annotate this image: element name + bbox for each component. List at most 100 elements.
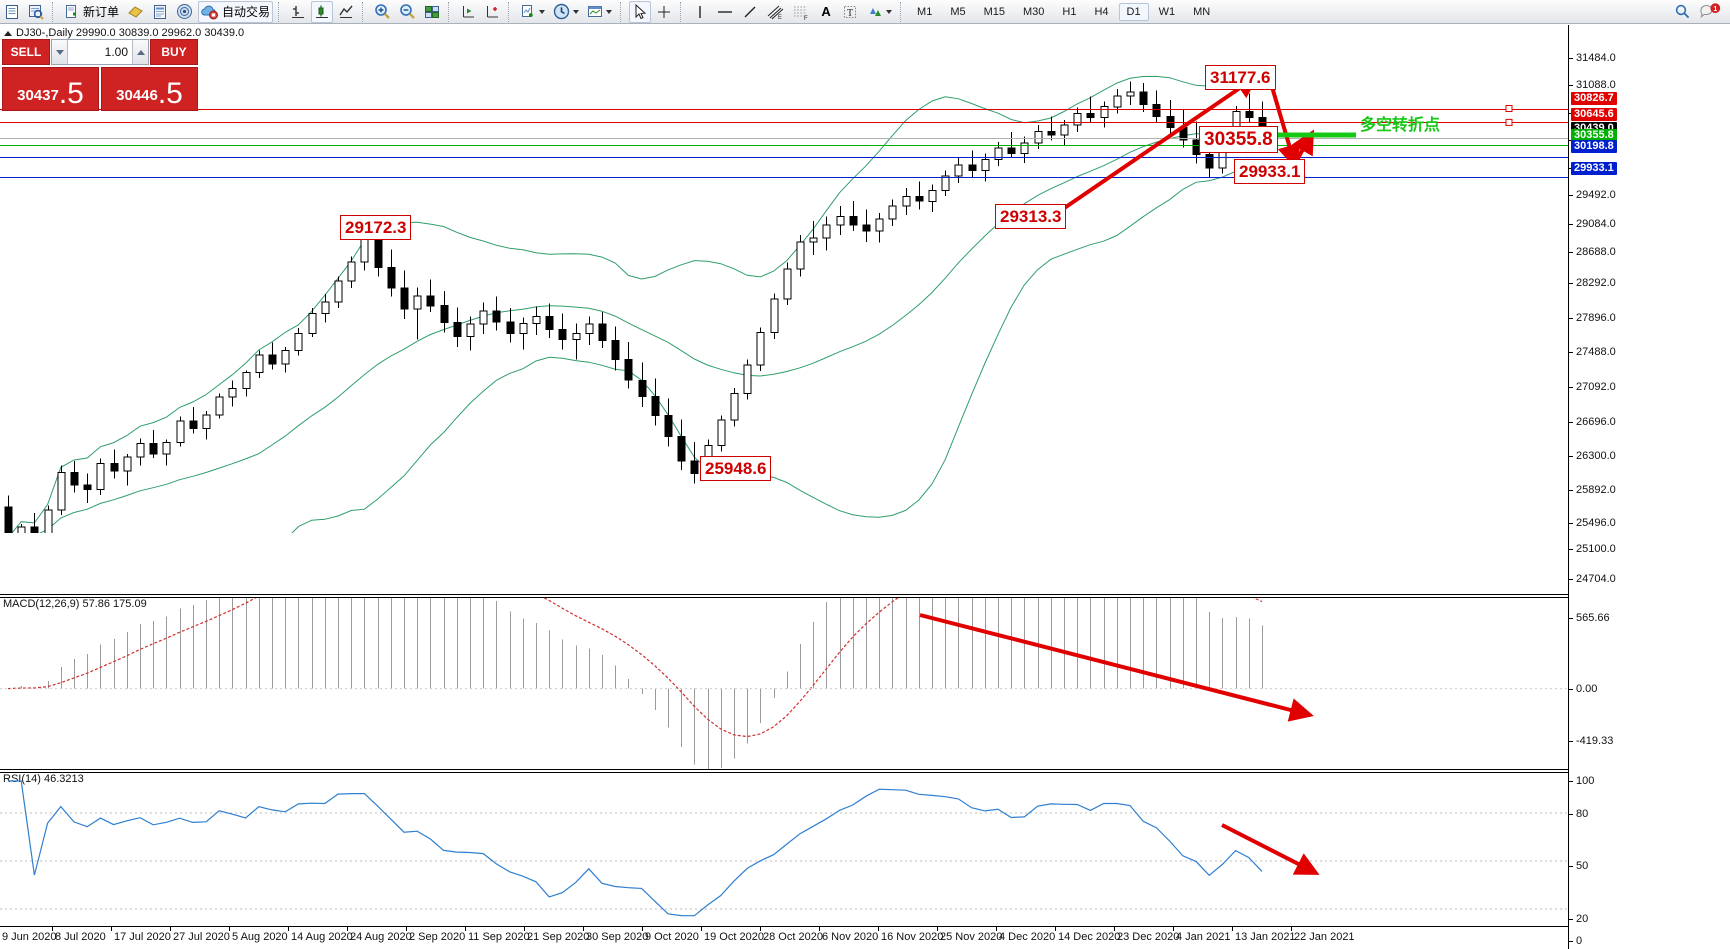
anno-cn-turning-point[interactable]: 多空转折点 [1360,115,1441,134]
candle [334,276,343,308]
buy-price-button[interactable]: 30446.5 [101,67,198,111]
timeframe-d1[interactable]: D1 [1118,2,1149,21]
timeframe-h1[interactable]: H1 [1062,5,1077,18]
text-tool-icon[interactable]: A [821,4,831,19]
one-click-trading-panel[interactable]: SELL 1.00 BUY 30437.5 30446.5 [2,39,198,125]
candle [968,150,977,178]
line-chart-icon[interactable] [335,1,357,23]
level-tag-30355[interactable]: 30355.8 [1571,129,1617,142]
date-tick-mark [465,927,466,931]
horizontal-line-tool-icon[interactable] [713,1,737,23]
chevron-down-icon[interactable] [606,9,613,14]
timeframe-w1[interactable]: W1 [1158,5,1176,18]
volume-value[interactable]: 1.00 [104,45,128,59]
anno-31177[interactable]: 31177.6 [1205,65,1276,90]
candle [928,184,937,212]
candle [347,256,356,289]
chevron-down-icon[interactable] [886,9,893,14]
timeframe-mn[interactable]: MN [1193,5,1211,18]
sell-price-button[interactable]: 30437.5 [2,67,99,111]
bar-chart-icon[interactable] [287,1,309,23]
zoom-out-icon[interactable] [396,1,419,23]
volume-increment-button[interactable] [132,40,148,64]
navigator-icon[interactable] [173,1,196,23]
price-pane[interactable] [0,25,1568,533]
fibonacci-tool-icon[interactable]: F [789,1,813,23]
candle [796,235,805,277]
rsi-pane[interactable] [0,773,1568,943]
anno-25948[interactable]: 25948.6 [700,456,772,481]
shift-chart-icon[interactable] [457,1,479,23]
date-tick: 11 Sep 2020 [468,931,530,943]
text-label-tool-icon[interactable]: T [839,1,861,23]
pane-divider-rsi-2 [0,772,1568,773]
search-icon[interactable] [1671,1,1694,23]
anno-29933[interactable]: 29933.1 [1234,159,1306,184]
timeframe-m30[interactable]: M30 [1023,5,1045,18]
candle [453,307,462,348]
volume-decrement-button[interactable] [52,40,68,64]
trendline-tool-icon[interactable] [739,1,761,23]
buy-price-int: 30446 [116,87,158,104]
candle [730,388,739,427]
macd-pane[interactable] [0,598,1568,770]
cursor-tool-icon[interactable] [629,0,652,23]
timeframe-m15[interactable]: M15 [983,5,1005,18]
notifications-icon[interactable]: 1 [1696,1,1724,23]
equidistant-channel-icon[interactable]: E [763,1,787,23]
new-chart-icon[interactable] [1,1,23,23]
date-tick-mark [878,927,879,931]
level-tag-29933[interactable]: 29933.1 [1571,162,1617,175]
anno-29313[interactable]: 29313.3 [995,204,1067,229]
chevron-down-icon[interactable] [539,9,546,14]
templates-icon[interactable] [584,1,615,23]
expert-advisor-icon[interactable] [124,1,147,23]
timeframe-m1[interactable]: M1 [917,5,933,18]
period-icon[interactable] [550,1,582,23]
chevron-down-icon[interactable] [573,9,580,14]
date-tick: 17 Jul 2020 [114,931,171,943]
anno-29172[interactable]: 29172.3 [340,215,412,240]
date-tick-mark [819,927,820,931]
autotrading-button[interactable]: 自动交易 [198,0,274,23]
timeframe-m5[interactable]: M5 [950,5,966,18]
volume-stepper[interactable]: 1.00 [51,39,149,65]
candle [44,505,53,533]
candle [954,158,963,183]
zoom-in-icon[interactable] [371,1,394,23]
date-tick: 13 Jan 2021 [1235,931,1296,943]
arrows-tool-icon[interactable] [863,1,895,23]
candlestick-chart-icon[interactable] [311,0,334,23]
timeframe-h4[interactable]: H4 [1094,5,1109,18]
chevron-up-icon [136,49,145,55]
new-order-button[interactable]: 新订单 [61,1,122,23]
price-axis[interactable]: 31484.031088.030692.030296.029900.029492… [1568,25,1730,949]
pane-divider-macd-2 [0,597,1568,598]
candle [136,438,145,466]
vertical-line-tool-icon[interactable] [689,1,711,23]
sell-button[interactable]: SELL [2,39,50,65]
chart-container[interactable]: DJ30-,Daily 29990.0 30839.0 29962.0 3043… [0,25,1730,949]
candle [532,306,541,335]
level-tag-30198[interactable]: 30198.8 [1571,140,1617,153]
chart-expand-icon[interactable] [4,30,12,36]
level-tag-30645[interactable]: 30645.6 [1571,108,1617,121]
anno-30355[interactable]: 30355.8 [1199,126,1278,153]
level-tag-30826[interactable]: 30826.7 [1571,92,1617,105]
tile-windows-icon[interactable] [421,1,443,23]
auto-scroll-icon[interactable] [481,1,503,23]
date-tick: 21 Sep 2020 [527,931,590,943]
candle [176,416,185,447]
date-tick-mark [52,927,53,931]
price-tick: 27488.0 [1569,347,1616,358]
candle [387,249,396,297]
crosshair-tool-icon[interactable] [653,1,675,23]
market-watch-icon[interactable] [25,1,47,23]
indicators-icon[interactable] [517,1,548,23]
candle [1100,101,1109,128]
candle [1047,116,1056,141]
buy-button[interactable]: BUY [150,39,198,65]
candle [809,221,818,255]
candle [413,287,422,340]
data-window-icon[interactable] [149,1,171,23]
